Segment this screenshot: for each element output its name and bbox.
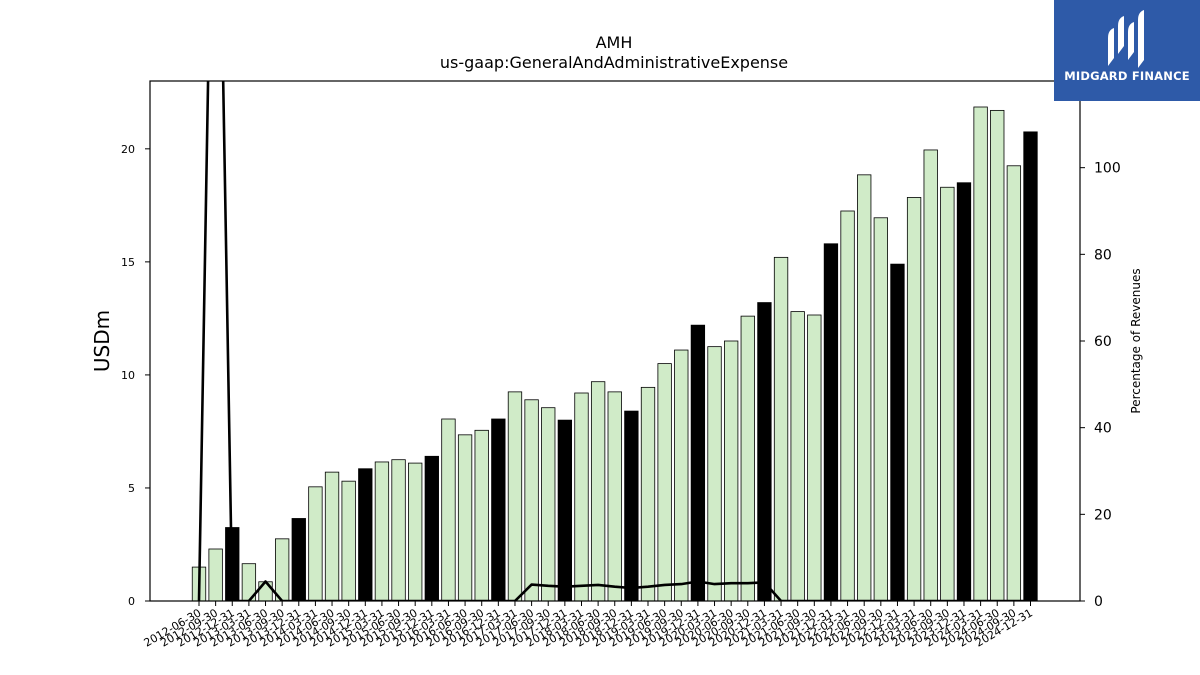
bar-2018-03-31 bbox=[574, 392, 589, 602]
brand-logo: MIDGARD FINANCE bbox=[1054, 0, 1200, 101]
y2-tick-label: 100 bbox=[1094, 161, 1121, 177]
bar-2022-06-30 bbox=[857, 174, 872, 602]
x-axis: 2012-06-302012-09-302012-12-312013-03-31… bbox=[142, 601, 1035, 650]
bar-2020-03-31 bbox=[707, 346, 722, 602]
bar-2014-09-30 bbox=[341, 480, 356, 602]
bar-2017-12-31 bbox=[557, 419, 573, 602]
bar-2019-09-30 bbox=[674, 349, 689, 602]
bar-2015-12-31 bbox=[424, 455, 439, 602]
bar-2016-03-31 bbox=[441, 418, 456, 602]
y-tick-label: 20 bbox=[121, 143, 135, 156]
bar-2014-03-31 bbox=[308, 486, 323, 602]
pct-of-revenues-line bbox=[197, 81, 1031, 601]
bar-2013-09-30 bbox=[274, 538, 290, 602]
y2-tick-label: 0 bbox=[1094, 594, 1103, 610]
bar-2013-12-31 bbox=[291, 518, 306, 602]
bar-2021-03-31 bbox=[773, 256, 789, 602]
bar-2022-12-31 bbox=[890, 263, 905, 602]
bar-2019-12-31 bbox=[690, 324, 706, 602]
bar-2021-09-30 bbox=[807, 314, 822, 602]
y-axis-label: USDm bbox=[90, 310, 114, 372]
y-axis-left: 0 5 10 15 20 bbox=[121, 143, 150, 608]
y-tick-label: 5 bbox=[128, 482, 135, 495]
bar-2022-09-30 bbox=[873, 217, 888, 602]
bar-2020-12-31 bbox=[757, 302, 772, 602]
bar-series bbox=[191, 106, 1038, 602]
bar-2019-06-30 bbox=[657, 363, 672, 602]
bar-2015-09-30 bbox=[408, 462, 423, 602]
bar-2024-09-30 bbox=[1006, 165, 1022, 602]
chart-title: AMH bbox=[596, 33, 633, 52]
bar-2024-03-31 bbox=[973, 106, 988, 602]
bar-2021-06-30 bbox=[790, 311, 805, 602]
plot-frame bbox=[149, 80, 1081, 602]
y-axis-right: 0 20 40 60 80 100 bbox=[1080, 161, 1121, 610]
bar-2016-06-30 bbox=[457, 434, 473, 602]
y-tick-label: 15 bbox=[121, 256, 135, 269]
y2-tick-label: 40 bbox=[1094, 421, 1112, 437]
bar-2013-06-30 bbox=[258, 581, 273, 602]
bar-2023-12-31 bbox=[956, 182, 972, 602]
bar-2015-06-30 bbox=[391, 459, 406, 602]
brand-name: MIDGARD FINANCE bbox=[1064, 69, 1190, 83]
pct-line-series bbox=[197, 81, 1031, 601]
y2-tick-label: 20 bbox=[1094, 507, 1112, 523]
bar-2017-03-31 bbox=[507, 391, 523, 602]
bar-2018-06-30 bbox=[590, 381, 606, 602]
bar-2014-06-30 bbox=[324, 471, 340, 602]
y-tick-label: 0 bbox=[128, 595, 135, 608]
y-tick-label: 10 bbox=[121, 369, 135, 382]
logo-mark-icon bbox=[1108, 10, 1144, 68]
bar-2018-09-30 bbox=[607, 391, 622, 602]
bar-2020-09-30 bbox=[740, 315, 755, 602]
bar-2015-03-31 bbox=[374, 461, 390, 602]
bar-2012-09-30 bbox=[208, 548, 223, 602]
bar-2014-12-31 bbox=[358, 468, 373, 602]
bar-2024-12-31 bbox=[1023, 131, 1038, 602]
bar-2020-06-30 bbox=[724, 340, 739, 602]
bar-2023-09-30 bbox=[940, 186, 955, 602]
bar-2017-06-30 bbox=[524, 399, 539, 602]
bar-2023-03-31 bbox=[906, 197, 922, 602]
y2-tick-label: 80 bbox=[1094, 247, 1112, 263]
y2-axis-label: Percentage of Revenues bbox=[1129, 268, 1143, 413]
bar-2017-09-30 bbox=[541, 407, 556, 602]
bar-2019-03-31 bbox=[640, 386, 656, 602]
bar-2016-09-30 bbox=[474, 429, 489, 602]
bar-2023-06-30 bbox=[923, 149, 938, 602]
bar-2018-12-31 bbox=[624, 410, 639, 602]
bar-2022-03-31 bbox=[840, 210, 855, 602]
bar-2024-06-30 bbox=[990, 109, 1005, 602]
chart-subtitle: us-gaap:GeneralAndAdministrativeExpense bbox=[440, 53, 788, 72]
bar-2021-12-31 bbox=[823, 243, 839, 602]
y2-tick-label: 60 bbox=[1094, 334, 1112, 350]
bar-2016-12-31 bbox=[491, 418, 506, 602]
